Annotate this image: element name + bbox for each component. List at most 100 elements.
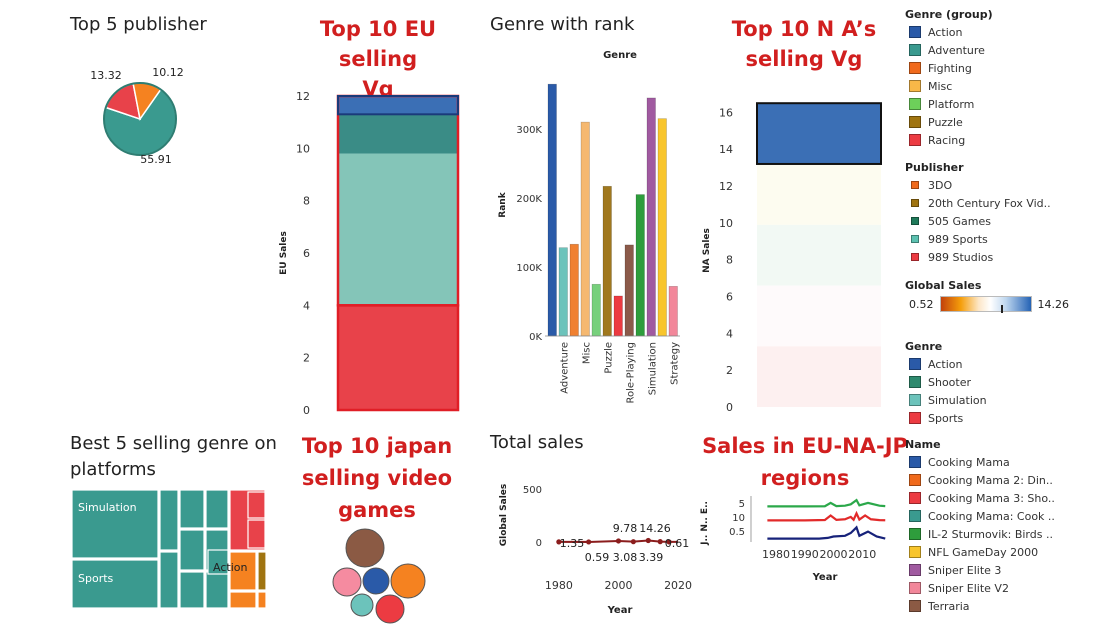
bubble [332,567,362,597]
data-label: 0.59 [585,551,610,564]
legend-name-title: Name [905,438,941,451]
japan-selling-title-line1: Top 10 japan [301,434,453,458]
y-tick-label: 10 [296,142,310,155]
legend-item[interactable]: Puzzle [905,113,1105,131]
legend-item[interactable]: Terraria [905,597,1105,615]
treemap-cell [179,489,205,529]
y-tick-label: 8 [726,254,733,267]
japan-selling-title-line3: games [338,498,416,522]
y-axis-label: Rank [498,191,508,217]
sales-point [645,537,651,544]
y-tick-label: 0 [536,538,542,549]
x-tick-label: 1980 [762,548,790,561]
treemap-cell [71,559,159,609]
eu-selling-title: Top 10 EU selling Vg [280,14,476,104]
legend-item[interactable]: 3DO [905,176,1105,194]
legend-genre: Genre Action Shooter Simulation Sports [905,339,1105,427]
y-tick-label: 0.5 [729,527,745,538]
rank-bar [602,185,612,337]
legend-item[interactable]: Fighting [905,59,1105,77]
treemap-cell [207,549,229,575]
bubble [345,528,385,568]
legend-item[interactable]: Cooking Mama 2: Din.. [905,471,1105,489]
legend-swatch [909,80,921,92]
legend-swatch [909,456,921,468]
legend-item[interactable]: Platform [905,95,1105,113]
legend-swatch [909,26,921,38]
treemap-cell [257,551,267,591]
japan-sales-bubbles [332,528,426,624]
legend-global-sales-max: 14.26 [1037,297,1070,311]
data-label: 14.26 [639,522,671,535]
legend-swatch [909,116,921,128]
legend-item[interactable]: 20th Century Fox Vid.. [905,194,1105,212]
stacked-segment [338,305,458,410]
region-line [767,510,886,522]
global-sales-gradient[interactable] [939,296,1032,313]
legend-swatch [909,582,921,594]
treemap-cell [247,519,266,549]
legend-item[interactable]: Sniper Elite V2 [905,579,1105,597]
legend-swatch [909,358,921,370]
legend-item[interactable]: 989 Sports [905,230,1105,248]
y-axis-label: NA Sales [702,228,712,273]
legend-item[interactable]: 989 Studios [905,248,1105,266]
y-tick-label: 500 [523,485,542,496]
legend-item[interactable]: Simulation [905,391,1105,409]
legend-swatch [909,546,921,558]
legend-item[interactable]: Cooking Mama 3: Sho.. [905,489,1105,507]
stacked-segment [757,346,881,407]
legend-swatch [911,235,919,243]
stacked-segment [757,285,881,347]
legend-swatch [909,98,921,110]
y-tick-label: 10 [719,217,733,230]
regions-sales-chart: J.. N.. E.. 5 10 0.5 1980 1990 2000 2010 Year [700,496,886,583]
bubble [350,593,374,617]
rank-bar [624,244,634,337]
legend-item[interactable]: Sniper Elite 3 [905,561,1105,579]
y-tick-label: 5 [739,499,745,510]
rank-bar [558,247,568,337]
gradient-marker [1000,305,1003,313]
treemap-cell [229,591,257,609]
sales-point [630,539,636,545]
x-tick-label: 2000 [604,579,632,592]
legend-global-sales-min: 0.52 [909,297,934,311]
legend-item[interactable]: Action [905,23,1105,41]
best5-genre-title: Best 5 selling genre on platforms [70,431,277,483]
legend-item[interactable]: Racing [905,131,1105,149]
sales-point [586,539,592,545]
treemap-label: Action [213,561,247,574]
stacked-segment [338,96,458,115]
legend-item[interactable]: NFL GameDay 2000 [905,543,1105,561]
legend-publisher-title: Publisher [905,161,964,174]
treemap-cell [229,551,257,591]
legend-swatch [909,394,921,406]
legend-item[interactable]: Action [905,355,1105,373]
legend-item[interactable]: Cooking Mama [905,453,1105,471]
data-label: 3.39 [639,551,664,564]
legend-item[interactable]: Shooter [905,373,1105,391]
y-tick-label: 16 [719,106,733,119]
y-axis-label: EU Sales [279,231,289,275]
treemap-cell [257,591,267,609]
genre-rank-chart: Genre 0K 100K 200K 300K Rank Adventure Misc Puzz… [498,50,680,403]
legend-genre-group: Genre (group) Action Adventure Fighting … [905,7,1105,149]
treemap-cell [205,571,229,609]
x-axis-label: Year [812,572,838,583]
legend-item[interactable]: 505 Games [905,212,1105,230]
legend-item[interactable]: Sports [905,409,1105,427]
stacked-segment [338,153,458,306]
x-tick-label: 2020 [664,579,692,592]
legend-item[interactable]: Cooking Mama: Cook .. [905,507,1105,525]
legend-item[interactable]: Adventure [905,41,1105,59]
highlight-border [756,102,882,165]
pie-outline [103,82,177,156]
rank-bar [668,286,678,337]
legend-item[interactable]: Misc [905,77,1105,95]
legend-item[interactable]: IL-2 Sturmovik: Birds .. [905,525,1105,543]
y-tick-label: 0 [303,404,310,417]
legend-swatch [911,217,919,225]
legend-swatch [909,474,921,486]
rank-bar [547,83,557,337]
